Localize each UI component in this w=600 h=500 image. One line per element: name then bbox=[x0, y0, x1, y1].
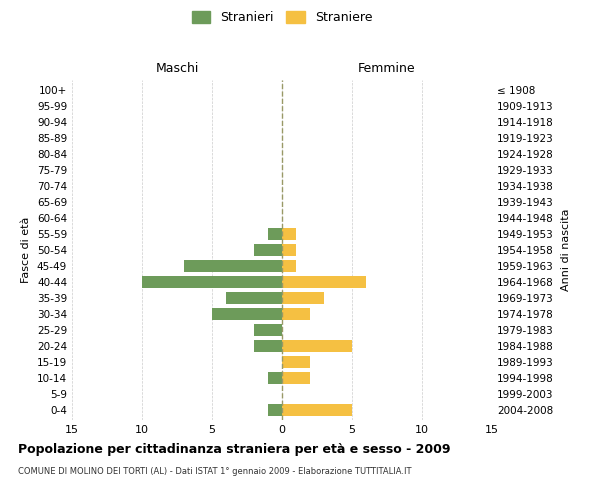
Y-axis label: Anni di nascita: Anni di nascita bbox=[560, 208, 571, 291]
Bar bbox=[254, 324, 282, 336]
Text: COMUNE DI MOLINO DEI TORTI (AL) - Dati ISTAT 1° gennaio 2009 - Elaborazione TUTT: COMUNE DI MOLINO DEI TORTI (AL) - Dati I… bbox=[18, 468, 412, 476]
Bar bbox=[282, 404, 352, 416]
Bar bbox=[268, 404, 282, 416]
Bar bbox=[282, 372, 310, 384]
Text: Popolazione per cittadinanza straniera per età e sesso - 2009: Popolazione per cittadinanza straniera p… bbox=[18, 442, 451, 456]
Bar bbox=[268, 228, 282, 240]
Bar bbox=[254, 244, 282, 256]
Bar bbox=[282, 292, 324, 304]
Text: Maschi: Maschi bbox=[155, 62, 199, 75]
Bar bbox=[282, 308, 310, 320]
Bar bbox=[282, 260, 296, 272]
Bar bbox=[282, 340, 352, 352]
Bar bbox=[282, 244, 296, 256]
Y-axis label: Fasce di età: Fasce di età bbox=[22, 217, 31, 283]
Bar bbox=[282, 356, 310, 368]
Bar bbox=[212, 308, 282, 320]
Legend: Stranieri, Straniere: Stranieri, Straniere bbox=[191, 11, 373, 24]
Bar bbox=[226, 292, 282, 304]
Bar bbox=[142, 276, 282, 288]
Bar bbox=[184, 260, 282, 272]
Text: Femmine: Femmine bbox=[358, 62, 416, 75]
Bar bbox=[268, 372, 282, 384]
Bar bbox=[282, 228, 296, 240]
Bar bbox=[254, 340, 282, 352]
Bar bbox=[282, 276, 366, 288]
